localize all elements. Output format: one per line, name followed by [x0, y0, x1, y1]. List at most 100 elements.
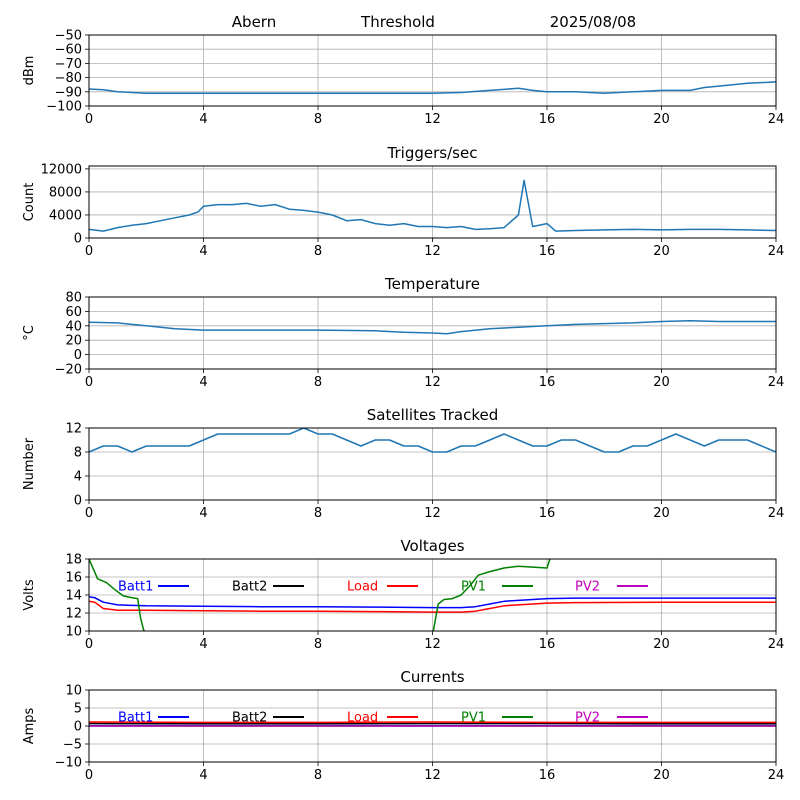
satellites-series-line [89, 428, 776, 453]
satellites-plot-area [89, 428, 776, 453]
temperature-xtick-label: 8 [314, 375, 322, 390]
voltages-legend-label-pv1: PV1 [461, 580, 486, 595]
voltages-ytick-label: 14 [65, 589, 82, 604]
currents-ytick-label: 10 [65, 684, 82, 699]
triggers-ytick-label: 0 [74, 232, 82, 247]
temperature-xtick-label: 24 [768, 375, 785, 390]
currents-xtick-label: 4 [199, 768, 207, 783]
triggers-xtick-label: 0 [85, 244, 93, 259]
currents-ytick-label: −5 [63, 738, 82, 753]
voltages-panel: 0 4 8 12 16 20 24 10 12 14 16 18 Voltages Volts Batt1 B… [22, 537, 784, 652]
temperature-title: Temperature [384, 275, 480, 293]
temperature-xtick-label: 12 [424, 375, 441, 390]
triggers-xtick-label: 24 [768, 244, 785, 259]
voltages-legend-label-load: Load [347, 580, 378, 595]
threshold-ytick-label: −80 [55, 71, 82, 86]
satellites-xtick-label: 12 [424, 506, 441, 521]
threshold-ytick-label: −60 [55, 43, 82, 58]
voltages-series-load [89, 600, 776, 613]
voltages-xtick-label: 16 [539, 637, 556, 652]
threshold-ylabel: dBm [22, 56, 37, 86]
satellites-ytick-label: 4 [74, 470, 82, 485]
satellites-ylabel: Number [22, 437, 37, 490]
currents-legend-label-pv2: PV2 [575, 711, 600, 726]
satellites-ytick-label: 8 [74, 446, 82, 461]
currents-xtick-label: 16 [539, 768, 556, 783]
currents-ylabel: Amps [22, 707, 37, 744]
currents-legend-label-batt2: Batt2 [232, 711, 267, 726]
temperature-series-line [89, 320, 776, 335]
temperature-xtick-label: 4 [199, 375, 207, 390]
header-mode: Threshold [360, 13, 435, 31]
temperature-xtick-label: 16 [539, 375, 556, 390]
voltages-xtick-label: 0 [85, 637, 93, 652]
currents-legend-label-pv1: PV1 [461, 711, 486, 726]
triggers-ylabel: Count [22, 183, 37, 222]
voltages-ytick-label: 16 [65, 571, 82, 586]
threshold-xtick-label: 16 [539, 112, 556, 127]
voltages-xtick-label: 24 [768, 637, 785, 652]
voltages-legend-label-pv2: PV2 [575, 580, 600, 595]
temperature-ylabel: °C [22, 325, 37, 341]
voltages-xtick-label: 12 [424, 637, 441, 652]
triggers-xtick-label: 12 [424, 244, 441, 259]
currents-ytick-label: 5 [74, 702, 82, 717]
triggers-panel: 0 4 8 12 16 20 24 0 4000 8000 12000 Triggers/sec Cou… [22, 144, 784, 259]
threshold-xtick-label: 20 [653, 112, 670, 127]
voltages-series-pv1 [89, 559, 551, 631]
triggers-ytick-label: 4000 [49, 208, 82, 223]
triggers-xtick-label: 4 [199, 244, 207, 259]
threshold-series-line [89, 81, 776, 94]
voltages-legend-label-batt1: Batt1 [118, 580, 153, 595]
voltages-series-batt1 [89, 596, 776, 609]
threshold-panel: 0 4 8 12 16 20 24 −100−90−80−70−60−50 dBm [22, 29, 784, 128]
satellites-title: Satellites Tracked [367, 406, 498, 424]
satellites-xtick-label: 4 [199, 506, 207, 521]
temperature-ytick-label: 0 [74, 348, 82, 363]
currents-legend-label-batt1: Batt1 [118, 711, 153, 726]
threshold-xtick-label: 24 [768, 112, 785, 127]
threshold-ytick-label: −90 [55, 85, 82, 100]
satellites-xtick-label: 0 [85, 506, 93, 521]
temperature-ytick-label: 20 [65, 334, 82, 349]
voltages-ylabel: Volts [22, 579, 37, 611]
satellites-xtick-label: 8 [314, 506, 322, 521]
voltages-ytick-label: 12 [65, 607, 82, 622]
voltages-ytick-label: 10 [65, 625, 82, 640]
threshold-xtick-label: 12 [424, 112, 441, 127]
currents-title: Currents [400, 668, 464, 686]
currents-xtick-label: 0 [85, 768, 93, 783]
threshold-xtick-label: 8 [314, 112, 322, 127]
threshold-plot-area [89, 81, 776, 94]
triggers-xtick-label: 16 [539, 244, 556, 259]
currents-legend-label-load: Load [347, 711, 378, 726]
voltages-xtick-label: 4 [199, 637, 207, 652]
voltages-xtick-label: 8 [314, 637, 322, 652]
threshold-xtick-label: 0 [85, 112, 93, 127]
temperature-ytick-label: 60 [65, 305, 82, 320]
voltages-legend-label-batt2: Batt2 [232, 580, 267, 595]
triggers-ytick-label: 12000 [41, 162, 82, 177]
currents-xtick-label: 12 [424, 768, 441, 783]
header-date: 2025/08/08 [550, 13, 636, 31]
satellites-xtick-label: 16 [539, 506, 556, 521]
temperature-xtick-label: 20 [653, 375, 670, 390]
satellites-panel: 0 4 8 12 16 20 24 0 4 8 12 Satellites Tracked Number [22, 406, 784, 521]
temperature-xtick-label: 0 [85, 375, 93, 390]
satellites-ytick-label: 12 [65, 422, 82, 437]
satellites-xtick-label: 20 [653, 506, 670, 521]
triggers-xtick-label: 20 [653, 244, 670, 259]
currents-xtick-label: 8 [314, 768, 322, 783]
voltages-title: Voltages [400, 537, 464, 555]
triggers-title: Triggers/sec [387, 144, 478, 162]
threshold-ytick-label: −50 [55, 29, 82, 44]
triggers-series-line [89, 179, 776, 232]
header-station: Abern [232, 13, 276, 31]
currents-plot-area [89, 721, 776, 727]
currents-ytick-label: 0 [74, 720, 82, 735]
temperature-plot-area [89, 320, 776, 335]
